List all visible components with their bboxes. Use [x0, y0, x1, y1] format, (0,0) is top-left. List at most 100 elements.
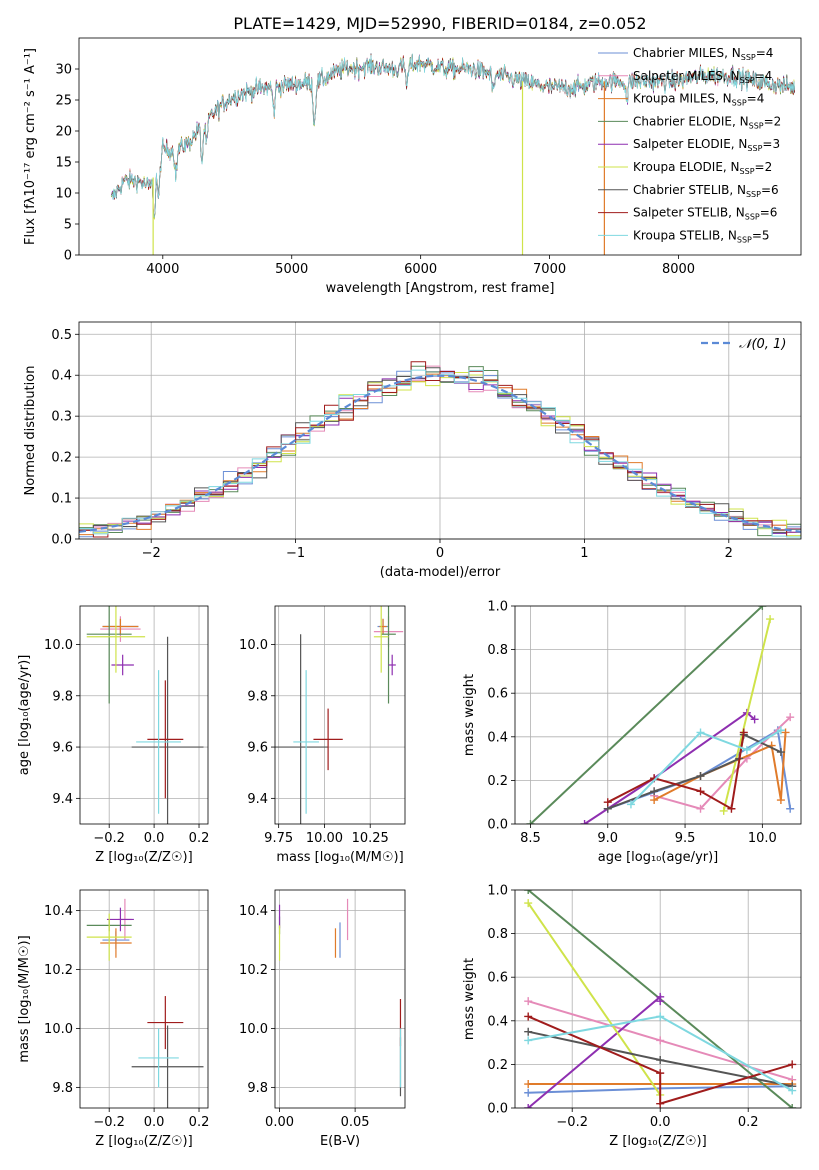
weight-series-line [607, 733, 782, 810]
weight-marker [524, 1027, 533, 1036]
weight-marker [719, 806, 728, 815]
y-tick-label: 10.2 [239, 963, 268, 978]
weight-marker [656, 1012, 665, 1021]
weight-series-line [607, 732, 745, 811]
y-tick-label: 0.0 [487, 818, 508, 833]
y-tick-label: 5 [64, 218, 72, 233]
axes-frame [78, 321, 802, 540]
y-axis-label: mass [log₁₀(M/M☉)] [17, 935, 32, 1062]
axes-frame [274, 605, 406, 825]
x-tick-label: 0.00 [265, 1115, 294, 1130]
weight-marker [656, 1069, 665, 1078]
panel-weight-vs-Z: −0.2 0.0 0.2 0.0 0.2 0.4 0.6 0.8 1.0 Z [log₁₀(Z/Z… [462, 884, 802, 1149]
y-tick-label: 0.5 [51, 328, 72, 343]
y-tick-label: 10.0 [44, 638, 73, 653]
y-tick-label: 20 [55, 125, 72, 140]
weight-marker [776, 796, 785, 805]
legend-entry: Chabrier MILES, NSSP=4 [633, 46, 773, 62]
x-axis-label: Z [log₁₀(Z/Z☉)] [95, 1134, 192, 1149]
figure-title: PLATE=1429, MJD=52990, FIBERID=0184, z=0… [233, 14, 646, 33]
weight-series-line [527, 902, 662, 1096]
x-tick-label: −1 [286, 546, 305, 561]
weight-marker [750, 715, 759, 724]
weight-marker [656, 997, 665, 1006]
x-tick-label: −0.2 [556, 1115, 588, 1130]
legend-entry: Kroupa STELIB, NSSP=5 [633, 228, 770, 244]
y-tick-label: 0.3 [51, 410, 72, 425]
y-tick-label: 9.8 [247, 1081, 268, 1096]
x-tick-label: 0.2 [189, 831, 210, 846]
weight-series-line [722, 618, 772, 812]
y-axis-label: age [log₁₀(age/yr)] [17, 655, 32, 776]
x-tick-label: 8000 [662, 262, 695, 277]
legend-entry: 𝒩(0, 1) [739, 337, 786, 352]
x-tick-label: 0.05 [341, 1115, 370, 1130]
weight-series-line [653, 732, 787, 801]
y-tick-label: 15 [55, 156, 72, 171]
x-tick-label: 6000 [404, 262, 437, 277]
x-tick-label: 10.25 [352, 831, 389, 846]
weight-marker [786, 713, 795, 722]
weight-marker [524, 1080, 533, 1089]
weight-marker [524, 890, 533, 894]
weight-marker [739, 728, 748, 737]
y-tick-label: 0.6 [487, 971, 508, 986]
x-tick-label: 0.0 [650, 1115, 671, 1130]
panel-residuals: −2 −1 0 1 2 0.0 0.1 0.2 0.3 0.4 0.5 (data-model)/er… [23, 321, 802, 580]
y-tick-label: 0.4 [487, 730, 508, 745]
y-tick-label: 0.0 [51, 533, 72, 548]
weight-marker [788, 1086, 797, 1095]
y-tick-label: 0.2 [51, 451, 72, 466]
y-tick-label: 9.8 [247, 689, 268, 704]
weight-marker [742, 745, 751, 754]
weight-marker [524, 1036, 533, 1045]
y-tick-label: 1.0 [487, 600, 508, 615]
y-tick-label: 0.2 [487, 774, 508, 789]
weight-marker [766, 615, 775, 624]
weight-marker [696, 804, 705, 813]
x-axis-label: wavelength [Angstrom, rest frame] [326, 281, 555, 296]
x-axis-label: mass [log₁₀(M/M☉)] [276, 850, 403, 865]
panel-mass-vs-EBV: 0.00 0.05 9.8 10.0 10.2 10.4 E(B-V) [239, 889, 406, 1149]
y-axis-label: mass weight [462, 958, 477, 1040]
axes-frame [274, 889, 406, 1109]
weight-marker [656, 1099, 665, 1108]
weight-marker [524, 997, 533, 1006]
x-tick-label: −0.2 [93, 1115, 125, 1130]
legend-entry: Salpeter MILES, NSSP=4 [633, 69, 772, 85]
y-axis-label: Normed distribution [23, 366, 38, 496]
x-axis-label: Z [log₁₀(Z/Z☉)] [95, 850, 192, 865]
y-axis-label: Flux [fλ10⁻¹⁷ erg cm⁻² s⁻¹ A⁻¹] [23, 48, 38, 245]
weight-marker [626, 800, 635, 809]
y-tick-label: 0 [64, 249, 72, 264]
weight-series-line [529, 606, 764, 824]
y-tick-label: 0.8 [487, 643, 508, 658]
x-tick-label: 8.5 [520, 831, 541, 846]
y-tick-label: 25 [55, 94, 72, 109]
y-tick-label: 0.6 [487, 687, 508, 702]
axes-frame [514, 889, 802, 1109]
x-tick-label: 0.2 [738, 1115, 759, 1130]
weight-marker [656, 1056, 665, 1065]
y-axis-label: mass weight [462, 674, 477, 756]
y-tick-label: 10.0 [239, 638, 268, 653]
weight-marker [758, 606, 767, 610]
y-tick-label: 10.0 [44, 1022, 73, 1037]
x-tick-label: 4000 [146, 262, 179, 277]
x-tick-label: 10.0 [748, 831, 777, 846]
y-tick-label: 10.2 [44, 963, 73, 978]
y-tick-label: 9.8 [52, 1081, 73, 1096]
legend-entry: Kroupa ELODIE, NSSP=2 [633, 160, 772, 176]
x-tick-label: 7000 [533, 262, 566, 277]
y-tick-label: 10.4 [44, 904, 73, 919]
legend-entry: Chabrier STELIB, NSSP=6 [633, 183, 779, 199]
weight-marker [650, 796, 659, 805]
x-tick-label: 1 [580, 546, 588, 561]
weight-marker [524, 1012, 533, 1021]
axes-frame [79, 605, 209, 825]
x-tick-label: 9.75 [264, 831, 293, 846]
x-tick-label: 0.2 [189, 1115, 210, 1130]
axes-frame [78, 37, 802, 256]
weight-marker [727, 804, 736, 813]
